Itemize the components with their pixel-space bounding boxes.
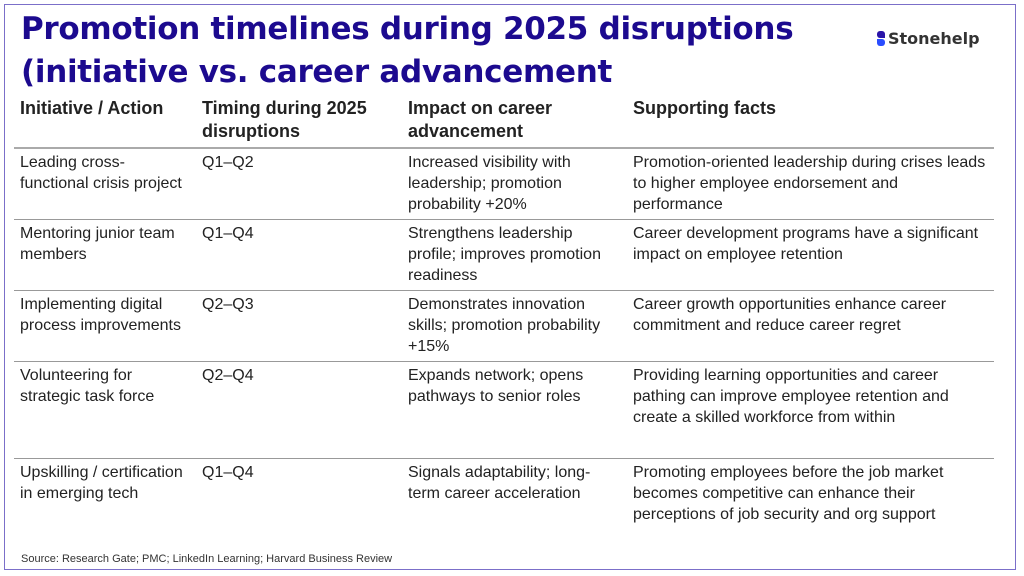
cell-timing: Q1–Q4	[202, 225, 254, 242]
cell-impact: Increased visibility with leadership; pr…	[408, 154, 571, 213]
cell-impact: Strengthens leadership profile; improves…	[408, 225, 601, 284]
table-row: Implementing digital process improvement…	[14, 291, 994, 362]
cell-facts: Promotion-oriented leadership during cri…	[633, 154, 986, 213]
cell-timing: Q2–Q3	[202, 296, 254, 313]
stonehelp-logo-icon	[877, 31, 885, 46]
cell-initiative: Mentoring junior team members	[20, 225, 175, 263]
header-facts: Supporting facts	[633, 98, 776, 118]
cell-impact: Demonstrates innovation skills; promotio…	[408, 296, 601, 355]
promotion-table: Initiative / Action Timing during 2025 d…	[14, 94, 994, 529]
cell-facts: Career development programs have a signi…	[633, 225, 979, 263]
cell-facts: Promoting employees before the job marke…	[633, 464, 944, 523]
cell-initiative: Upskilling / certification in emerging t…	[20, 464, 183, 502]
cell-initiative: Leading cross-functional crisis project	[20, 154, 182, 192]
source-note: Source: Research Gate; PMC; LinkedIn Lea…	[21, 553, 393, 565]
cell-timing: Q2–Q4	[202, 367, 254, 384]
table-row: Leading cross-functional crisis project Q…	[14, 148, 994, 220]
header-initiative: Initiative / Action	[20, 98, 164, 118]
header-timing: Timing during 2025 disruptions	[202, 98, 367, 141]
logo-text: Stonehelp	[888, 29, 980, 48]
cell-facts: Career growth opportunities enhance care…	[633, 296, 947, 334]
cell-impact: Expands network; opens pathways to senio…	[408, 367, 584, 405]
cell-initiative: Volunteering for strategic task force	[20, 367, 155, 405]
logo: Stonehelp	[877, 29, 980, 48]
cell-initiative: Implementing digital process improvement…	[20, 296, 181, 334]
header-impact: Impact on career advancement	[408, 98, 553, 141]
page-title: Promotion timelines during 2025 disrupti…	[21, 11, 794, 90]
cell-timing: Q1–Q4	[202, 464, 254, 481]
table-row: Mentoring junior team members Q1–Q4 Streng…	[14, 220, 994, 291]
cell-facts: Providing learning opportunities and car…	[633, 367, 949, 426]
slide-frame	[4, 4, 1016, 570]
table-row: Upskilling / certification in emerging t…	[14, 459, 994, 530]
cell-timing: Q1–Q2	[202, 154, 254, 171]
table-header-row: Initiative / Action Timing during 2025 d…	[14, 94, 994, 148]
table-row: Volunteering for strategic task force Q2–…	[14, 362, 994, 459]
cell-impact: Signals adaptability; long-term career a…	[408, 464, 591, 502]
